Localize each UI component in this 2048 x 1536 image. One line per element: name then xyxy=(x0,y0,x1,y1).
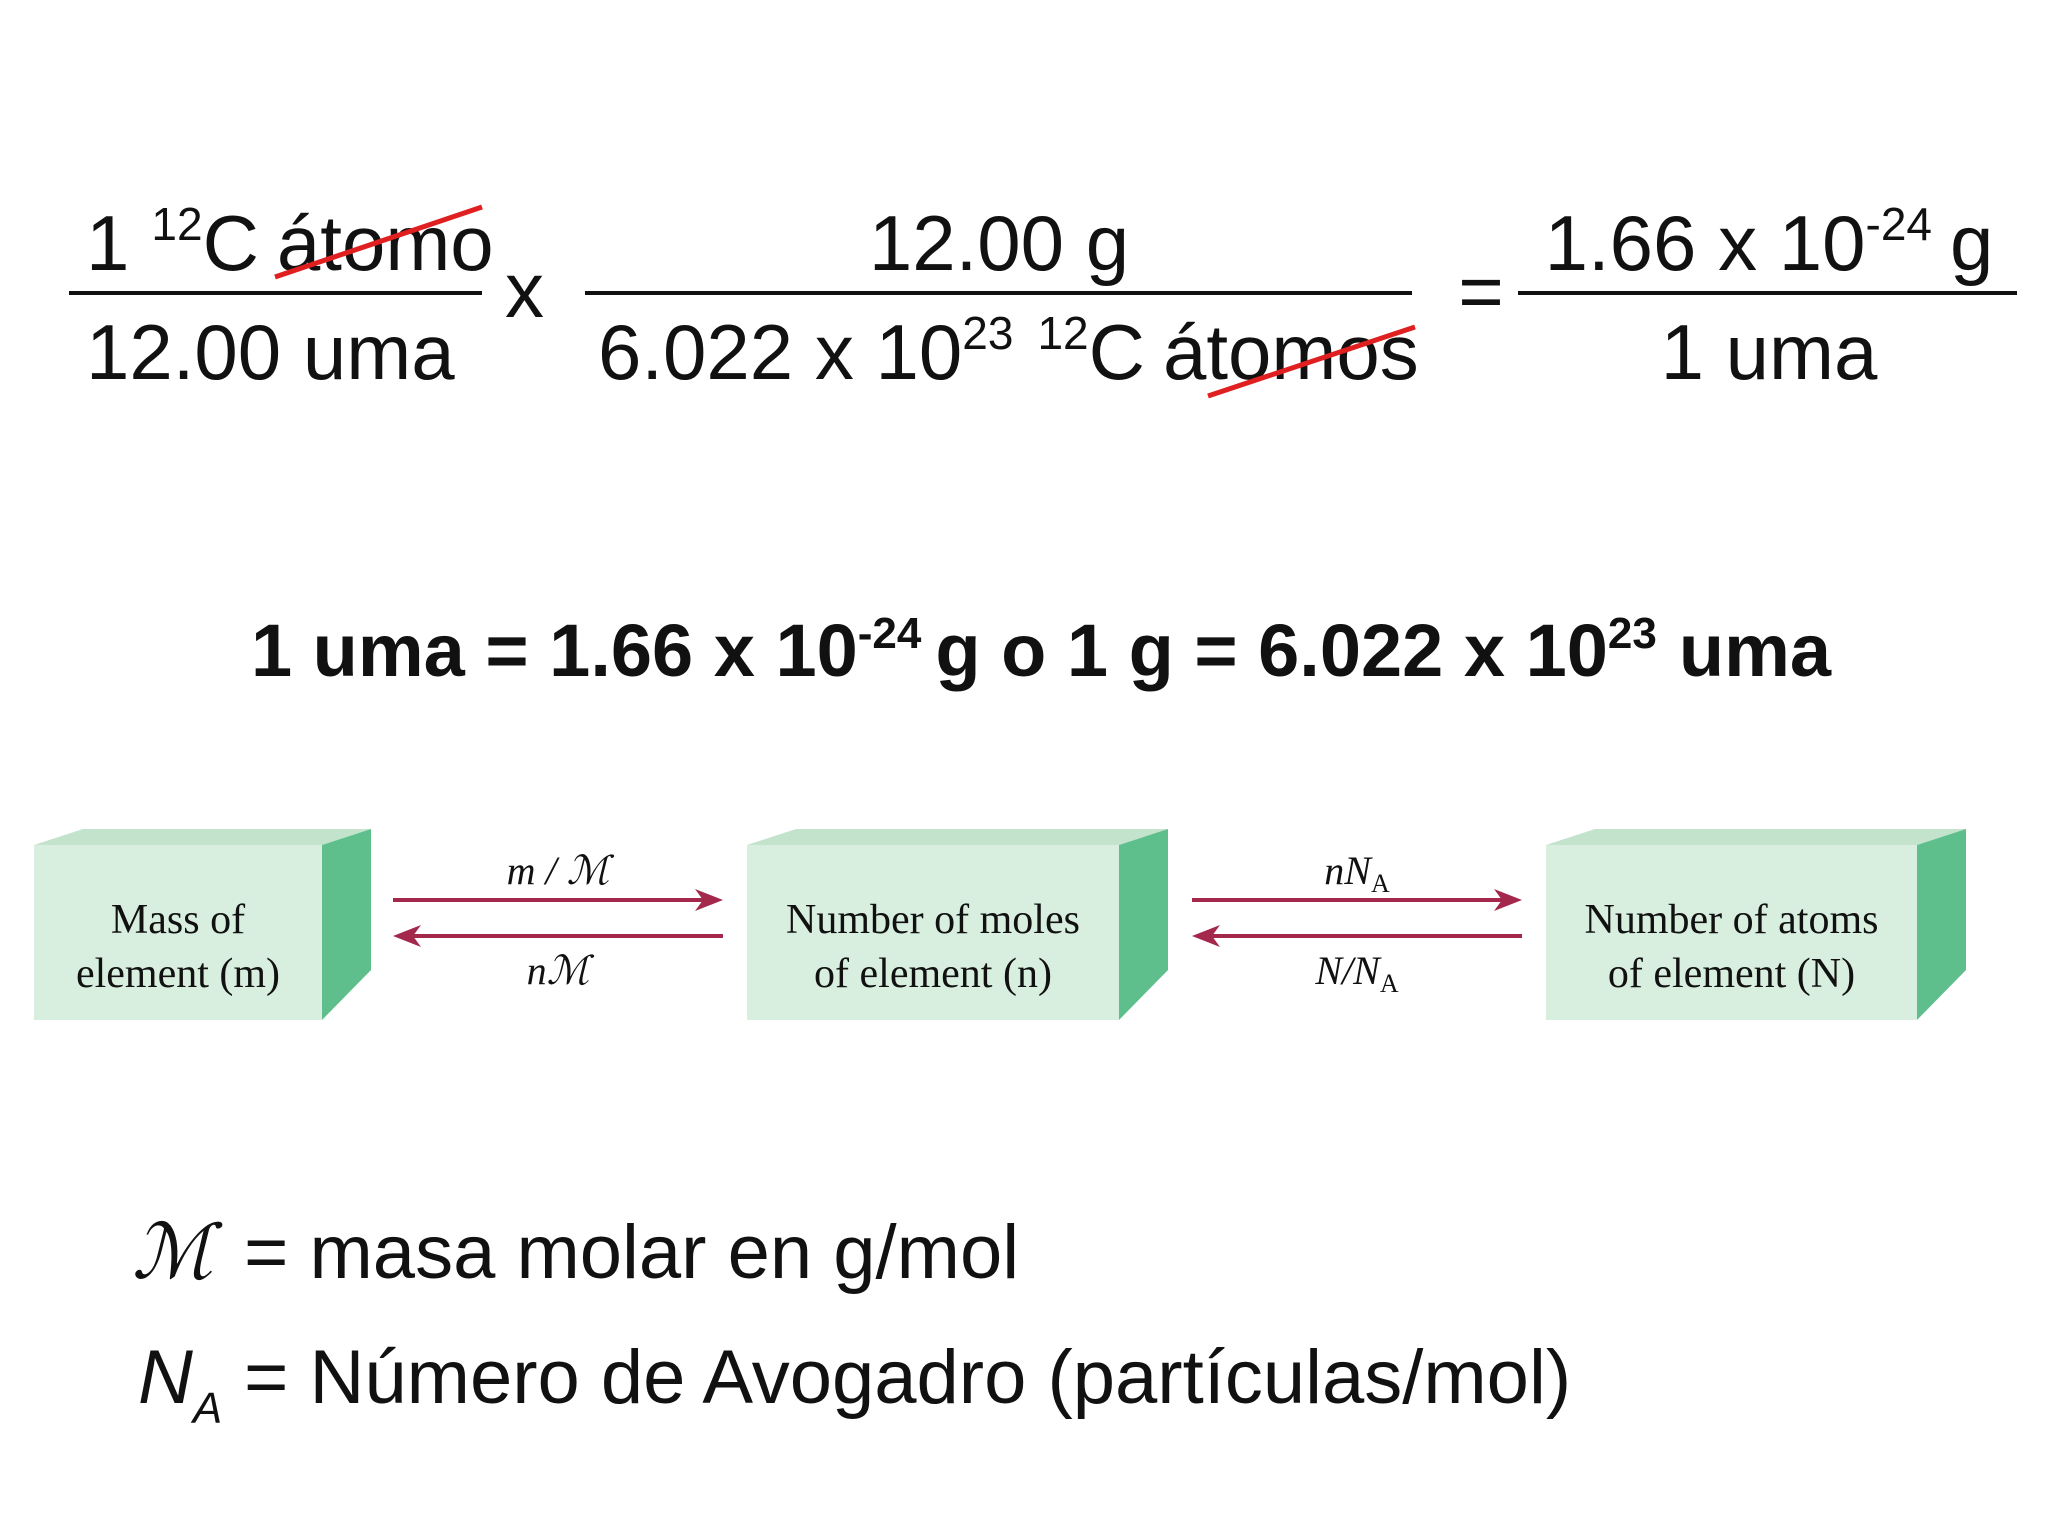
text: g xyxy=(1950,199,1993,287)
arrow-head xyxy=(1192,925,1220,947)
box-side xyxy=(322,829,371,1020)
times-sign: x xyxy=(505,246,544,334)
text: 6.022 x 10 xyxy=(598,308,962,396)
result-numerator: 1.66 x 10-24 g xyxy=(1545,198,1994,287)
superscript: 12 xyxy=(151,198,202,250)
result-denominator: 1 uma xyxy=(1661,308,1878,396)
term2-denominator: 6.022 x 1023 12C átomos xyxy=(598,307,1419,396)
diagram: Mass of element (m) Number of moles of elem… xyxy=(34,829,1966,1020)
term2-numerator: 12.00 g xyxy=(869,199,1129,287)
arrow-head xyxy=(695,889,723,911)
text: nN xyxy=(1324,848,1373,893)
arrow-label: nNA xyxy=(1324,848,1390,898)
superscript: -24 xyxy=(858,609,922,658)
text: uma xyxy=(1679,609,1832,692)
superscript: 23 xyxy=(962,307,1013,359)
text: N/N xyxy=(1314,948,1382,993)
superscript: -24 xyxy=(1866,198,1932,250)
box-side xyxy=(1917,829,1966,1020)
superscript: 23 xyxy=(1608,609,1657,658)
arrow-label: m / ℳ xyxy=(507,848,615,893)
subscript: A xyxy=(1380,969,1399,998)
legend-symbol: ℳ xyxy=(132,1207,223,1296)
box-front xyxy=(747,845,1119,1020)
legend: ℳ = masa molar en g/mol NA = Número de A… xyxy=(132,1207,1571,1433)
statement: 1 uma = 1.66 x 10-24 g o 1 g = 6.022 x 10… xyxy=(251,609,1832,692)
text: N xyxy=(138,1335,193,1420)
legend-text: = masa molar en g/mol xyxy=(244,1210,1019,1295)
text: átomos xyxy=(1163,308,1419,396)
cancel-strike xyxy=(1207,324,1416,399)
text: g o 1 g = 6.022 x 10 xyxy=(935,609,1608,692)
box-label: Number of atoms xyxy=(1585,897,1879,943)
box-label: of element (N) xyxy=(1608,951,1855,997)
box-label: element (m) xyxy=(76,951,280,997)
box-side xyxy=(1119,829,1168,1020)
arrow-label: nℳ xyxy=(527,948,595,993)
arrow-label: N/NA xyxy=(1314,948,1398,998)
box-label: Mass of xyxy=(111,897,245,943)
box-label: of element (n) xyxy=(814,951,1052,997)
box-top xyxy=(34,829,371,845)
legend-symbol: NA xyxy=(138,1335,222,1433)
box-front xyxy=(1546,845,1917,1020)
box-top xyxy=(747,829,1168,845)
text: 1.66 x 10 xyxy=(1545,199,1866,287)
text: 1 xyxy=(86,199,129,287)
term1-numerator: 1 12C átomo xyxy=(86,198,494,287)
box-front xyxy=(34,845,322,1020)
subscript: A xyxy=(190,1384,222,1433)
term1-denominator: 12.00 uma xyxy=(86,308,455,396)
superscript: 12 xyxy=(1037,307,1088,359)
arrow-head xyxy=(1494,889,1522,911)
text: C xyxy=(1089,308,1145,396)
subscript: A xyxy=(1371,869,1390,898)
arrow-head xyxy=(393,925,421,947)
text: C xyxy=(203,199,259,287)
cancel-strike xyxy=(274,204,483,280)
box-label: Number of moles xyxy=(786,897,1080,943)
equals-sign: = xyxy=(1458,247,1504,335)
equation: 1 12C átomo 12.00 uma x 12.00 g 6.022 x 10… xyxy=(69,198,2017,399)
box-top xyxy=(1546,829,1966,845)
text: 1 uma = 1.66 x 10 xyxy=(251,609,858,692)
legend-text: = Número de Avogadro (partículas/mol) xyxy=(244,1335,1571,1420)
